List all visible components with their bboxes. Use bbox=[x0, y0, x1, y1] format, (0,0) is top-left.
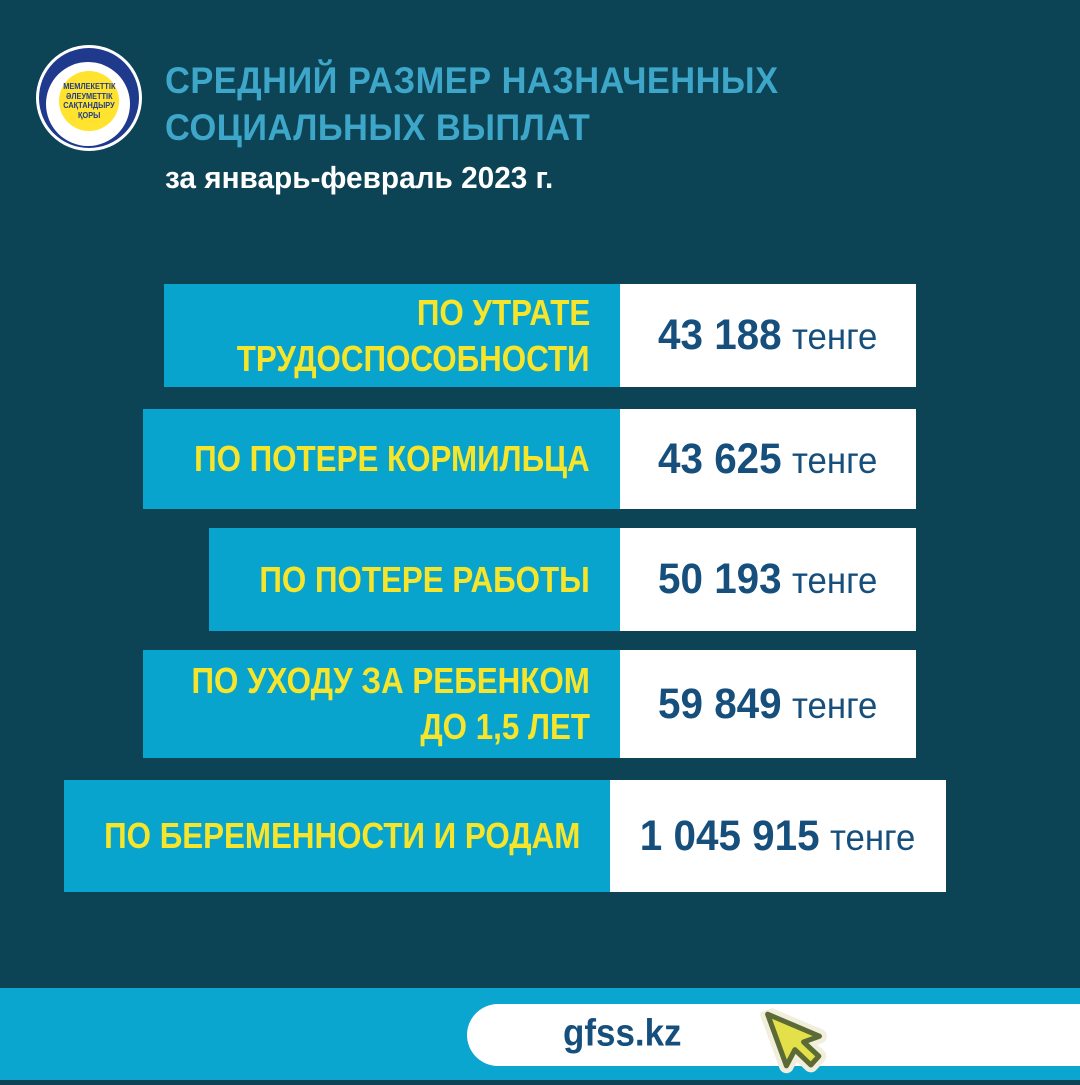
payment-type-label: ПО БЕРЕМЕННОСТИ И РОДАМ bbox=[64, 780, 610, 892]
period-subtitle: за январь-февраль 2023 г. bbox=[165, 160, 554, 195]
table-row: ПО ПОТЕРЕ КОРМИЛЬЦА 43 625 тенге bbox=[143, 409, 916, 509]
payment-amount: 43 625 тенге bbox=[658, 435, 877, 484]
amount-number: 43 625 bbox=[658, 434, 782, 483]
payment-type-text: ДО 1,5 ЛЕТ bbox=[420, 706, 590, 747]
logo-text-line: МЕМЛЕКЕТТІК bbox=[62, 82, 116, 91]
payment-type-text: ПО ПОТЕРЕ КОРМИЛЬЦА bbox=[194, 438, 590, 479]
payment-amount-cell: 43 625 тенге bbox=[620, 409, 916, 509]
page-title: СРЕДНИЙ РАЗМЕР НАЗНАЧЕННЫХ СОЦИАЛЬНЫХ ВЫ… bbox=[165, 57, 778, 151]
logo-text-line: ӘЛЕУМЕТТІК bbox=[65, 91, 113, 101]
payment-amount-cell: 50 193 тенге bbox=[620, 528, 916, 631]
cursor-arrow-icon bbox=[760, 1006, 827, 1074]
payment-amount-cell: 59 849 тенге bbox=[620, 650, 916, 758]
payment-amount: 50 193 тенге bbox=[658, 555, 877, 604]
payment-type-label: ПО УХОДУ ЗА РЕБЕНКОМ ДО 1,5 ЛЕТ bbox=[143, 650, 620, 758]
payment-type-label: ПО ПОТЕРЕ РАБОТЫ bbox=[209, 528, 620, 631]
amount-currency: тенге bbox=[830, 816, 916, 858]
amount-currency: тенге bbox=[792, 560, 878, 601]
table-row: ПО БЕРЕМЕННОСТИ И РОДАМ 1 045 915 тенге bbox=[64, 780, 946, 892]
logo-text-line: ҚОРЫ bbox=[77, 110, 101, 120]
table-row: ПО УТРАТЕ ТРУДОСПОСОБНОСТИ 43 188 тенге bbox=[164, 284, 916, 387]
website-pill[interactable]: gfss.kz bbox=[467, 1004, 1080, 1066]
payment-type-text: ПО УХОДУ ЗА РЕБЕНКОМ bbox=[191, 660, 590, 701]
amount-currency: тенге bbox=[792, 316, 878, 357]
payment-type-text: ПО ПОТЕРЕ РАБОТЫ bbox=[259, 558, 590, 600]
page-title-line2: СОЦИАЛЬНЫХ ВЫПЛАТ bbox=[165, 107, 591, 148]
payment-type-label: ПО ПОТЕРЕ КОРМИЛЬЦА bbox=[143, 409, 620, 509]
amount-number: 43 188 bbox=[658, 311, 782, 359]
page-title-line1: СРЕДНИЙ РАЗМЕР НАЗНАЧЕННЫХ bbox=[165, 60, 779, 101]
payment-type-text: ПО УТРАТЕ bbox=[416, 291, 590, 333]
payment-type-text: ТРУДОСПОСОБНОСТИ bbox=[237, 337, 590, 379]
footer-strip: gfss.kz bbox=[0, 988, 1080, 1080]
payment-type-label: ПО УТРАТЕ ТРУДОСПОСОБНОСТИ bbox=[164, 284, 620, 387]
table-row: ПО ПОТЕРЕ РАБОТЫ 50 193 тенге bbox=[209, 528, 916, 631]
fund-logo-center: МЕМЛЕКЕТТІК ӘЛЕУМЕТТІК САҚТАНДЫРУ ҚОРЫ bbox=[59, 71, 119, 131]
payment-amount: 59 849 тенге bbox=[658, 680, 877, 729]
payment-type-text: ПО БЕРЕМЕННОСТИ И РОДАМ bbox=[103, 815, 580, 856]
payment-amount-cell: 43 188 тенге bbox=[620, 284, 916, 387]
amount-number: 59 849 bbox=[658, 679, 782, 728]
amount-currency: тенге bbox=[792, 439, 878, 481]
payment-amount: 1 045 915 тенге bbox=[640, 812, 916, 861]
payment-amount-cell: 1 045 915 тенге bbox=[610, 780, 946, 892]
amount-number: 1 045 915 bbox=[640, 811, 821, 860]
website-url: gfss.kz bbox=[563, 1012, 682, 1055]
amount-currency: тенге bbox=[792, 684, 878, 726]
logo-text-line: САҚТАНДЫРУ bbox=[63, 101, 115, 110]
table-row: ПО УХОДУ ЗА РЕБЕНКОМ ДО 1,5 ЛЕТ 59 849 т… bbox=[143, 650, 916, 758]
amount-number: 50 193 bbox=[658, 555, 782, 603]
fund-logo: МЕМЛЕКЕТТІК ӘЛЕУМЕТТІК САҚТАНДЫРУ ҚОРЫ bbox=[36, 45, 142, 151]
payment-amount: 43 188 тенге bbox=[658, 311, 877, 360]
